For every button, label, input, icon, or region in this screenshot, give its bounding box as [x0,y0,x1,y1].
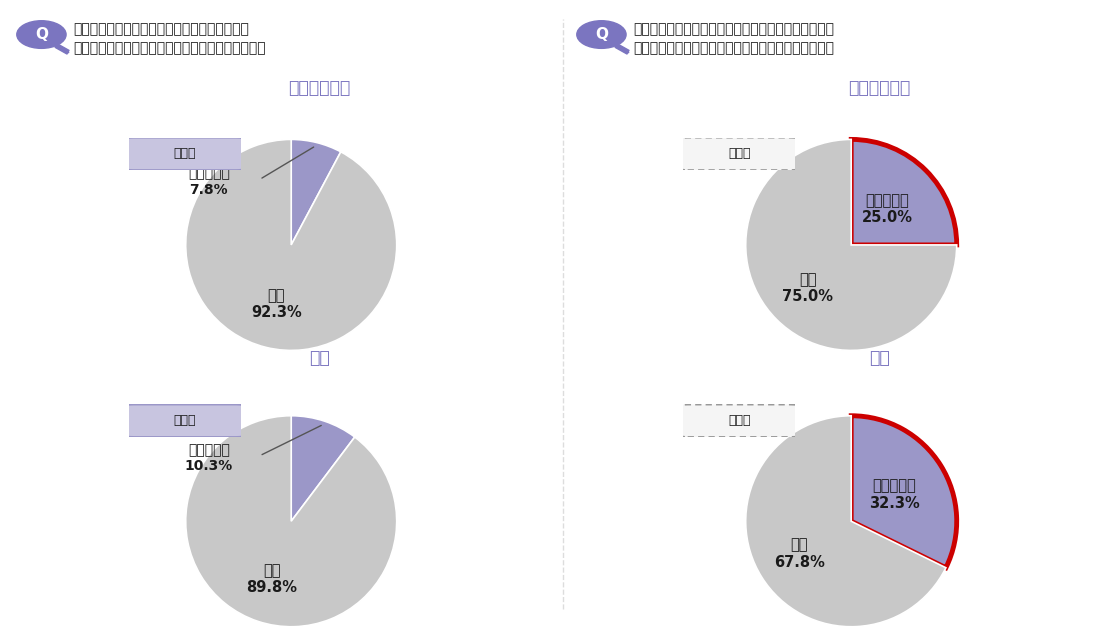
Text: 検討者: 検討者 [728,414,750,427]
FancyBboxPatch shape [679,404,800,437]
Wedge shape [186,139,396,350]
Text: 契約: 契約 [309,349,329,367]
Text: 対面
89.8%: 対面 89.8% [246,563,297,595]
FancyBboxPatch shape [679,138,800,170]
Wedge shape [851,139,956,245]
Text: 今後、住まいを契約する際、重要事項説明と契約は、: 今後、住まいを契約する際、重要事項説明と契約は、 [633,22,833,36]
Wedge shape [291,139,340,245]
Text: 経験者: 経験者 [174,414,196,427]
Text: オンライン
7.8%: オンライン 7.8% [188,166,230,197]
Text: 対面
67.8%: 対面 67.8% [774,537,824,570]
Text: 対面
75.0%: 対面 75.0% [783,272,833,305]
Text: 対面もしくはオンラインのどちらで行いましたか？: 対面もしくはオンラインのどちらで行いましたか？ [73,41,265,55]
Text: Q: Q [35,27,48,42]
Wedge shape [291,416,355,521]
Text: 対面
92.3%: 対面 92.3% [251,288,301,320]
Wedge shape [746,139,956,350]
Text: オンライン
32.3%: オンライン 32.3% [869,479,920,511]
Text: Q: Q [595,27,608,42]
Text: 重要事項説明: 重要事項説明 [848,79,911,97]
Text: 対面もしくはオンラインのどちらで行いたいですか？: 対面もしくはオンラインのどちらで行いたいですか？ [633,41,833,55]
Text: 検討者: 検討者 [728,148,750,160]
Wedge shape [186,416,396,627]
FancyBboxPatch shape [124,138,245,170]
Wedge shape [851,416,956,568]
Text: オンライン
25.0%: オンライン 25.0% [861,193,913,225]
Text: 住まいを契約する際、重要事項説明と契約は、: 住まいを契約する際、重要事項説明と契約は、 [73,22,249,36]
FancyBboxPatch shape [124,404,245,437]
Text: 契約: 契約 [869,349,889,367]
Text: オンライン
10.3%: オンライン 10.3% [185,443,233,473]
Wedge shape [746,416,946,627]
Text: 経験者: 経験者 [174,148,196,160]
Text: 重要事項説明: 重要事項説明 [288,79,351,97]
